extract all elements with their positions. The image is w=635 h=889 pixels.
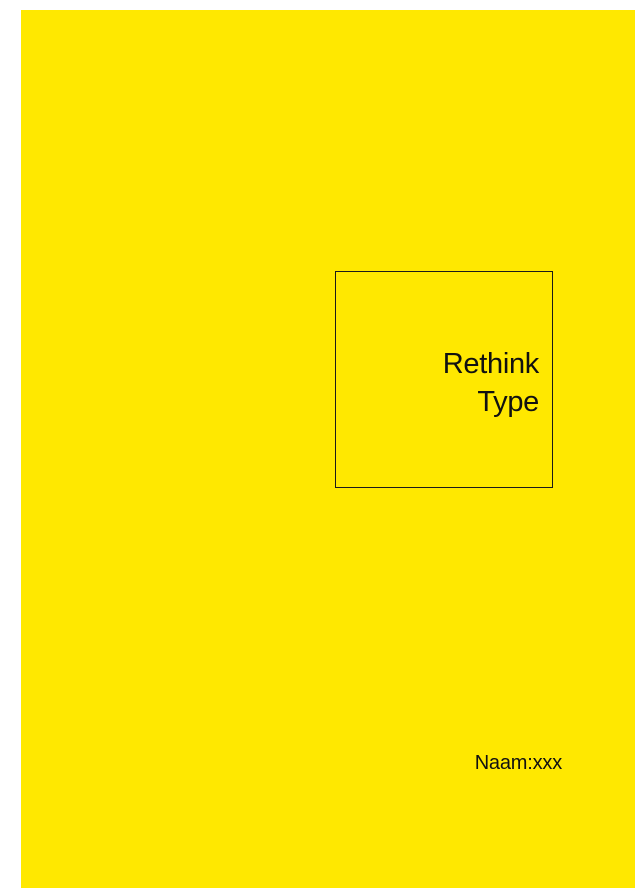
name-label: Naam:xxx: [474, 752, 563, 774]
title-line-2: Type: [477, 386, 539, 418]
cover-title: Rethink Type: [442, 345, 540, 421]
title-line-1: Rethink: [442, 348, 540, 380]
title-frame: Rethink Type: [335, 271, 553, 488]
cover-page: Rethink Type Naam:xxx: [21, 10, 635, 888]
